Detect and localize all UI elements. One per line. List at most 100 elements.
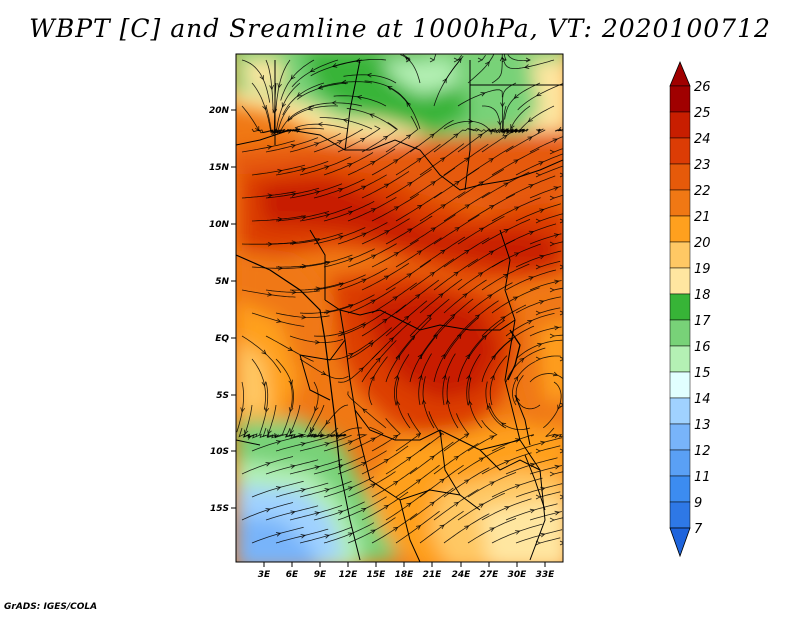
streamline-arrow [269, 84, 274, 91]
streamline-arrow [549, 333, 555, 339]
streamline [304, 381, 319, 433]
streamline-arrow [290, 510, 296, 515]
streamline-arrow [503, 228, 509, 234]
streamline [282, 381, 293, 435]
colorbar-label: 9 [694, 496, 702, 511]
streamline-arrow [453, 271, 459, 277]
streamline [251, 215, 306, 222]
streamline-arrow [393, 206, 400, 211]
streamline-arrow [276, 318, 282, 323]
streamline-arrow [515, 530, 521, 535]
streamline-arrow [275, 532, 282, 537]
streamline [443, 143, 489, 176]
streamline [409, 298, 450, 337]
streamline-arrow [287, 346, 294, 351]
streamline [323, 522, 375, 544]
streamline [385, 215, 433, 245]
streamline-arrow [338, 510, 344, 515]
streamline-arrow [415, 479, 422, 484]
streamline [468, 377, 483, 429]
streamline [505, 457, 558, 475]
colorbar-label: 16 [694, 340, 711, 355]
streamline [299, 526, 352, 544]
streamline-arrow [348, 304, 354, 309]
streamline-arrow [265, 508, 271, 513]
streamline [241, 456, 294, 475]
streamline-arrow [325, 309, 331, 315]
streamline-arrow [512, 296, 519, 301]
streamline-arrow [500, 316, 506, 321]
streamline [467, 319, 506, 360]
streamline [289, 183, 343, 199]
streamline [308, 102, 363, 108]
streamline [347, 517, 396, 544]
streamline [509, 105, 531, 134]
streamline [251, 358, 266, 410]
lon-tick-label: 24E [452, 570, 472, 580]
streamline [395, 143, 441, 176]
streamline-arrow [528, 276, 534, 281]
colorbar-swatch [669, 293, 691, 321]
streamline [419, 411, 443, 452]
streamline [333, 95, 387, 107]
streamline [266, 238, 320, 245]
streamline-arrow [539, 300, 545, 305]
streamline [409, 441, 454, 475]
streamline [481, 304, 527, 337]
streamline-arrow [300, 488, 306, 493]
colorbar-swatch [669, 163, 691, 191]
streamline [443, 513, 490, 544]
streamline [371, 418, 401, 452]
streamline [385, 259, 432, 291]
streamline [323, 152, 374, 176]
streamline [446, 376, 459, 429]
lat-tick-label: 5N [215, 277, 229, 287]
streamline-arrow [429, 133, 435, 139]
streamline-arrow [464, 433, 470, 438]
streamline [361, 304, 407, 337]
streamline-arrow [356, 95, 363, 100]
streamline-arrow [553, 186, 559, 191]
streamline-arrow [515, 484, 521, 489]
streamline [241, 140, 295, 153]
lat-tick-label: 5S [216, 391, 229, 401]
streamline [395, 237, 442, 268]
streamline-arrow [361, 508, 367, 513]
streamline-arrow [314, 406, 319, 412]
lon-axis: 3E 6E 9E 12E 15E 18E 21E 24E 27E 30E 33E [258, 562, 555, 580]
streamline [491, 197, 541, 222]
streamline [443, 120, 494, 132]
streamline [323, 294, 375, 314]
streamline [347, 243, 397, 268]
lon-tick-label: 6E [286, 570, 299, 580]
streamline [336, 427, 363, 438]
streamline [347, 148, 396, 176]
streamline-arrow [559, 448, 563, 454]
streamline-arrow [502, 134, 508, 140]
streamline-arrow [552, 371, 559, 377]
streamline [512, 360, 536, 406]
streamline [505, 503, 558, 521]
colorbar-label: 11 [694, 470, 711, 485]
streamline [409, 119, 454, 153]
streamline [337, 311, 387, 337]
streamline-arrow [298, 433, 304, 438]
streamline-arrow [295, 128, 301, 133]
streamline [539, 213, 563, 222]
streamline-arrow [503, 182, 509, 187]
streamline-arrow [361, 278, 367, 284]
streamline-arrow [383, 275, 390, 280]
streamline [289, 459, 343, 475]
streamline-arrow [338, 235, 344, 240]
streamline [491, 54, 503, 84]
streamline-arrow [393, 526, 399, 532]
streamline-arrow [480, 92, 486, 97]
colorbar-swatch [669, 501, 691, 529]
streamline [505, 223, 557, 245]
streamline [457, 89, 503, 107]
streamline [241, 335, 282, 373]
streamline-arrow [338, 464, 344, 469]
streamline [539, 165, 563, 176]
streamline [265, 59, 274, 114]
streamline-arrow [535, 540, 541, 546]
